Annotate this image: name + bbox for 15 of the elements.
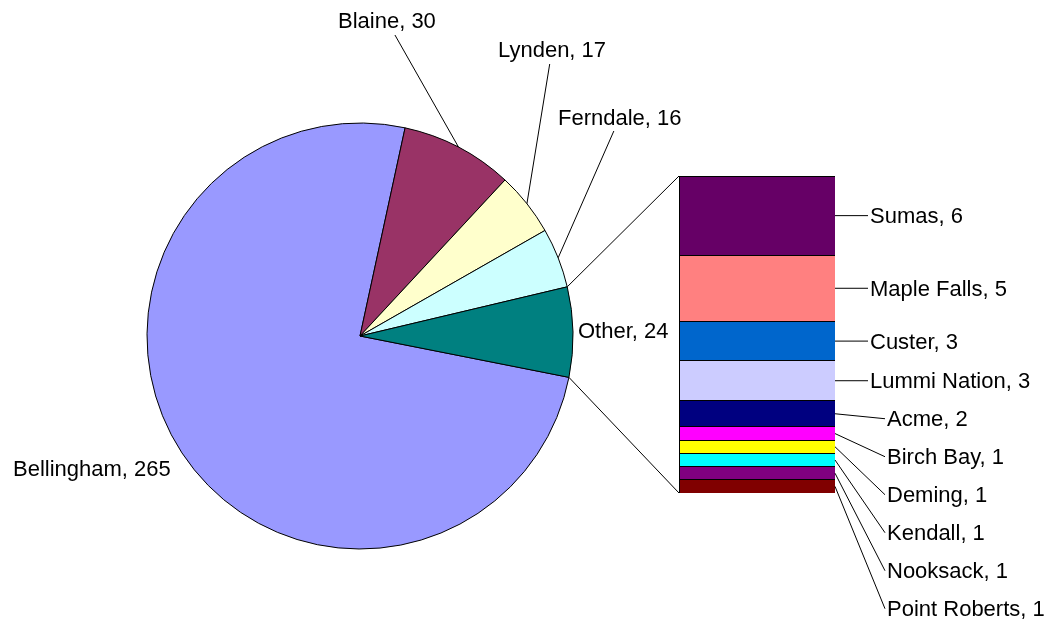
data-label: Blaine, 30 — [338, 8, 436, 33]
data-label: Acme, 2 — [887, 406, 968, 431]
data-label: Ferndale, 16 — [558, 105, 682, 130]
data-label: Other, 24 — [578, 318, 669, 343]
data-label: Birch Bay, 1 — [887, 444, 1004, 469]
data-label: Bellingham, 265 — [13, 456, 171, 481]
data-label: Nooksack, 1 — [887, 558, 1009, 583]
data-label: Custer, 3 — [870, 329, 959, 354]
data-label: Lynden, 17 — [498, 37, 607, 62]
data-label: Lummi Nation, 3 — [870, 368, 1031, 393]
data-label: Maple Falls, 5 — [870, 276, 1007, 301]
data-label: Deming, 1 — [887, 482, 988, 507]
data-label: Point Roberts, 1 — [887, 596, 1045, 621]
data-label: Kendall, 1 — [887, 520, 985, 545]
data-label: Sumas, 6 — [870, 203, 963, 228]
